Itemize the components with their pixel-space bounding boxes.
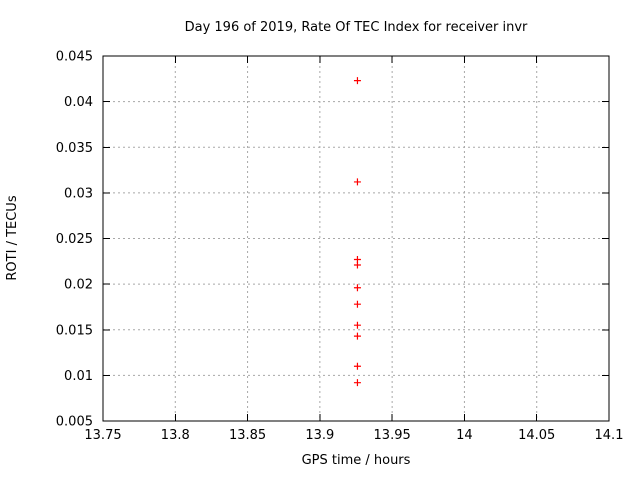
x-tick-label: 13.9 [305, 428, 334, 443]
x-tick-label: 14.05 [518, 428, 555, 443]
grid-lines [103, 56, 609, 421]
y-tick-label: 0.045 [56, 50, 93, 65]
y-tick-label: 0.015 [56, 323, 93, 338]
x-tick-label: 13.95 [374, 428, 411, 443]
y-tick-label: 0.035 [56, 141, 93, 156]
x-tick-label: 14 [456, 428, 473, 443]
data-point-marker [353, 178, 361, 186]
tick-labels: 13.75 13.8 13.85 13.9 13.95 14 14.05 14.1 0.005 0… [56, 50, 624, 444]
data-points [353, 77, 361, 387]
chart-title: Day 196 of 2019, Rate Of TEC Index for r… [185, 20, 528, 35]
data-point-marker [353, 379, 361, 387]
x-tick-label: 13.75 [84, 428, 121, 443]
y-tick-label: 0.04 [64, 95, 93, 110]
y-tick-label: 0.01 [64, 369, 93, 384]
x-tick-label: 13.85 [229, 428, 266, 443]
axes [102, 55, 610, 422]
y-tick-label: 0.005 [56, 415, 93, 430]
y-tick-label: 0.025 [56, 232, 93, 247]
x-axis-label: GPS time / hours [302, 453, 411, 468]
y-tick-label: 0.03 [64, 186, 93, 201]
data-point-marker [353, 300, 361, 308]
y-tick-label: 0.02 [64, 278, 93, 293]
data-point-marker [353, 321, 361, 329]
data-point-marker [353, 77, 361, 85]
x-tick-label: 13.8 [161, 428, 190, 443]
x-tick-label: 14.1 [595, 428, 624, 443]
data-point-marker [353, 362, 361, 370]
data-point-marker [353, 284, 361, 292]
y-axis-label: ROTI / TECUs [5, 195, 20, 280]
data-point-marker [353, 332, 361, 340]
data-point-marker [353, 261, 361, 269]
